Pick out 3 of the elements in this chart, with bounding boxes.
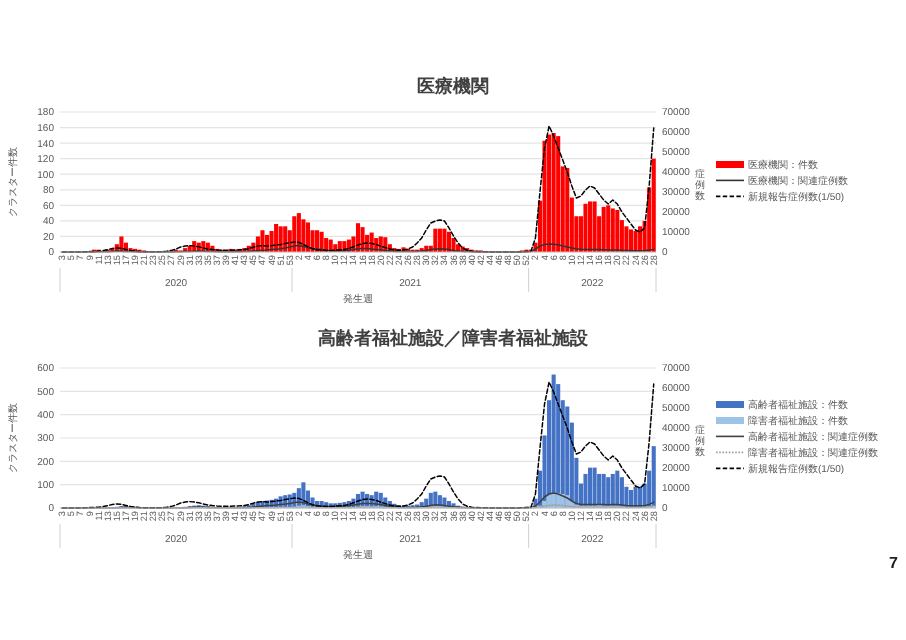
chart-title: 高齢者福祉施設／障害者福祉施設 [318, 328, 590, 348]
chart-title: 医療機関 [417, 76, 489, 96]
text: 7 [889, 554, 900, 572]
